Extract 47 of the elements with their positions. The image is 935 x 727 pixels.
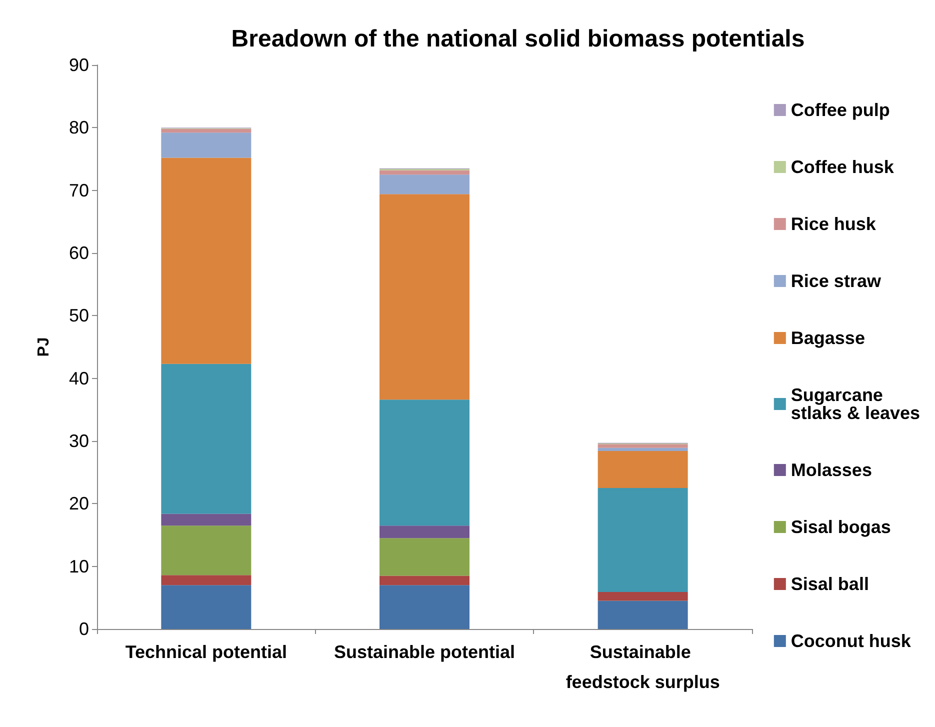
- legend-label: Sisal ball: [790, 574, 869, 594]
- y-tick-label: 30: [68, 431, 89, 451]
- x-tick-label: Sustainable feedstock surplus: [566, 642, 720, 692]
- y-tick-label: 20: [68, 494, 89, 514]
- x-tick-label: Technical potential: [125, 642, 288, 662]
- y-tick-label: 80: [68, 118, 89, 138]
- chart-title: Breadown of the national solid biomass potentials: [231, 26, 805, 52]
- bar: [380, 170, 470, 175]
- bar: [598, 488, 688, 592]
- y-tick-label: 70: [68, 180, 89, 200]
- bar: [380, 538, 470, 576]
- y-tick-label: 40: [68, 368, 89, 388]
- legend-label: Coffee pulp: [790, 100, 890, 120]
- legend-label: Coconut husk: [790, 631, 912, 651]
- bar: [598, 451, 688, 488]
- bar: [161, 128, 252, 133]
- legend-label: Rice straw: [790, 271, 882, 291]
- y-axis-title: PJ: [36, 337, 52, 357]
- bar: [380, 194, 470, 400]
- legend-label: Sisal bogas: [790, 517, 891, 537]
- bar: [598, 600, 688, 629]
- y-tick-label: 0: [78, 619, 89, 639]
- y-tick-label: 60: [68, 243, 89, 263]
- legend-label: Sugarcane stlaks & leaves: [790, 385, 920, 423]
- y-tick-label: 50: [68, 306, 89, 326]
- bar: [380, 526, 470, 538]
- bar: [161, 158, 252, 364]
- bar: [380, 576, 470, 586]
- x-tick-label: Sustainable potential: [334, 642, 516, 662]
- y-tick-label: 90: [68, 55, 89, 75]
- bar: [161, 514, 252, 526]
- bar: [161, 364, 252, 514]
- bar: [380, 400, 470, 526]
- bar: [161, 132, 252, 158]
- legend-label: Rice husk: [790, 214, 877, 234]
- y-tick-label: 10: [68, 556, 89, 576]
- bar: [161, 526, 252, 576]
- bar: [598, 448, 688, 452]
- bar: [161, 575, 252, 586]
- bar: [380, 585, 470, 629]
- bar: [598, 592, 688, 601]
- legend-label: Molasses: [790, 460, 872, 480]
- legend-label: Coffee husk: [790, 157, 895, 177]
- bar: [380, 174, 470, 194]
- legend-label: Bagasse: [790, 328, 865, 348]
- bar: [598, 444, 688, 448]
- bar: [161, 585, 252, 629]
